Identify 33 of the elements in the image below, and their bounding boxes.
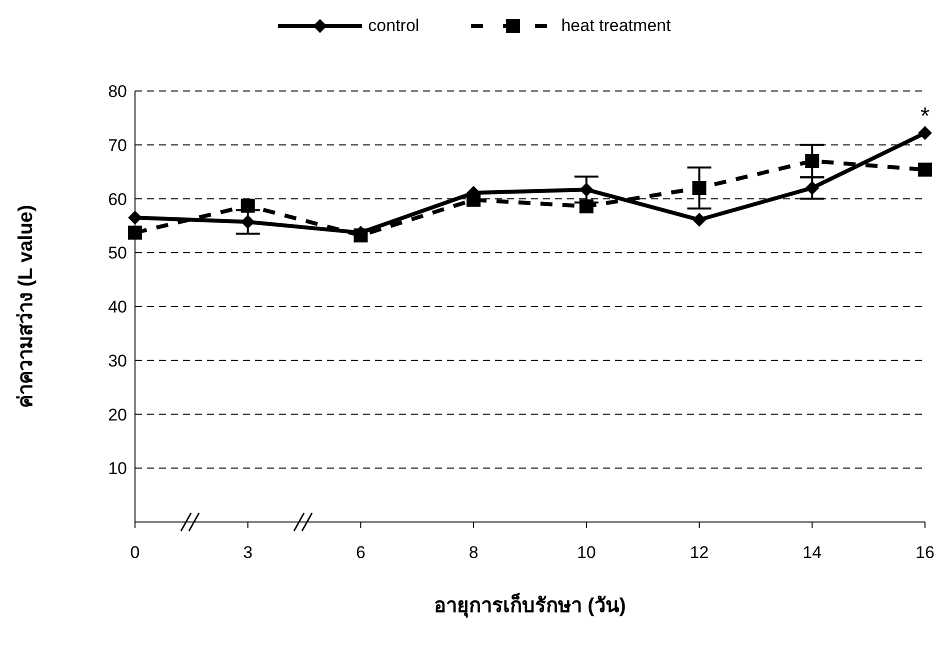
x-tick-label: 6 [356, 543, 366, 562]
point [579, 182, 594, 197]
x-axis-title: อายุการเก็บรักษา (วัน) [434, 592, 626, 618]
legend-label: heat treatment [561, 16, 671, 36]
x-tick-label: 14 [802, 543, 822, 562]
point [692, 180, 706, 195]
point [692, 212, 706, 227]
x-tick-label: 3 [243, 543, 253, 562]
y-tick-label: 40 [108, 298, 127, 317]
point [240, 214, 255, 229]
y-tick-label: 30 [108, 351, 127, 370]
point [128, 210, 142, 225]
y-tick-label: 20 [108, 405, 127, 424]
y-tick-label: 50 [108, 244, 127, 263]
point [805, 154, 820, 168]
point [918, 162, 932, 177]
point [128, 226, 142, 240]
x-tick-label: 8 [468, 543, 478, 562]
x-tick-label: 10 [576, 543, 596, 562]
point [579, 199, 594, 214]
x-tick-label: 0 [130, 543, 140, 562]
x-tick-label: 16 [916, 543, 934, 562]
annotation: * [919, 103, 931, 130]
y-axis-title: ค่าความสว่าง (L value) [15, 204, 38, 408]
y-tick-label: 80 [108, 82, 127, 102]
x-tick-label: 12 [690, 543, 709, 562]
point [918, 126, 932, 140]
y-tick-label: 10 [108, 459, 127, 478]
point [240, 198, 255, 213]
legend-label: control [368, 16, 420, 36]
y-tick-label: 70 [108, 136, 127, 155]
point [805, 180, 820, 195]
y-tick-label: 60 [108, 190, 127, 209]
